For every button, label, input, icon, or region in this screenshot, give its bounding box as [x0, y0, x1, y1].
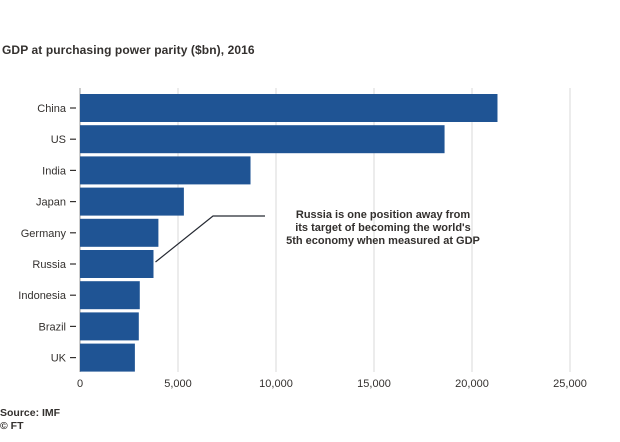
bar-brazil — [80, 312, 139, 341]
category-labels: China US India Japan Germany Russia Indonesia B… — [18, 103, 76, 365]
chart-title: GDP at purchasing power parity ($bn), 20… — [2, 43, 255, 57]
annotation-leader-line — [155, 215, 265, 263]
x-tick-label: 25,000 — [553, 378, 587, 390]
footer: Source: IMF © FT — [0, 407, 60, 433]
bar-russia — [80, 250, 154, 278]
category-label: Russia — [32, 259, 67, 271]
category-label: India — [42, 165, 67, 177]
x-axis-tick-labels: 0 5,000 10,000 15,000 20,000 25,000 — [77, 378, 587, 390]
category-label: Japan — [36, 197, 66, 209]
x-tick-label: 15,000 — [357, 378, 391, 390]
bar-germany — [80, 218, 159, 247]
annotation-text-line: its target of becoming the world's — [295, 222, 471, 234]
ft-credit: © FT — [0, 420, 24, 432]
bars — [80, 94, 498, 372]
category-label: US — [51, 134, 66, 146]
bar-india — [80, 156, 251, 185]
x-tick-label: 20,000 — [455, 378, 489, 390]
bar-us — [80, 125, 445, 154]
bar-uk — [80, 343, 135, 372]
category-label: Indonesia — [18, 290, 67, 302]
category-label: UK — [51, 353, 67, 365]
x-tick-label: 5,000 — [164, 378, 192, 390]
x-tick-label: 10,000 — [259, 378, 293, 390]
annotation-text-line: Russia is one position away from — [296, 209, 470, 221]
category-label: Brazil — [38, 321, 66, 333]
category-label: China — [37, 103, 67, 115]
bar-japan — [80, 187, 184, 216]
bar-indonesia — [80, 281, 140, 310]
category-label: Germany — [21, 228, 67, 240]
annotation-text-line: 5th economy when measured at GDP — [286, 235, 480, 247]
source-note: Source: IMF — [0, 407, 61, 419]
bar-china — [80, 94, 498, 122]
x-tick-label: 0 — [77, 378, 83, 390]
